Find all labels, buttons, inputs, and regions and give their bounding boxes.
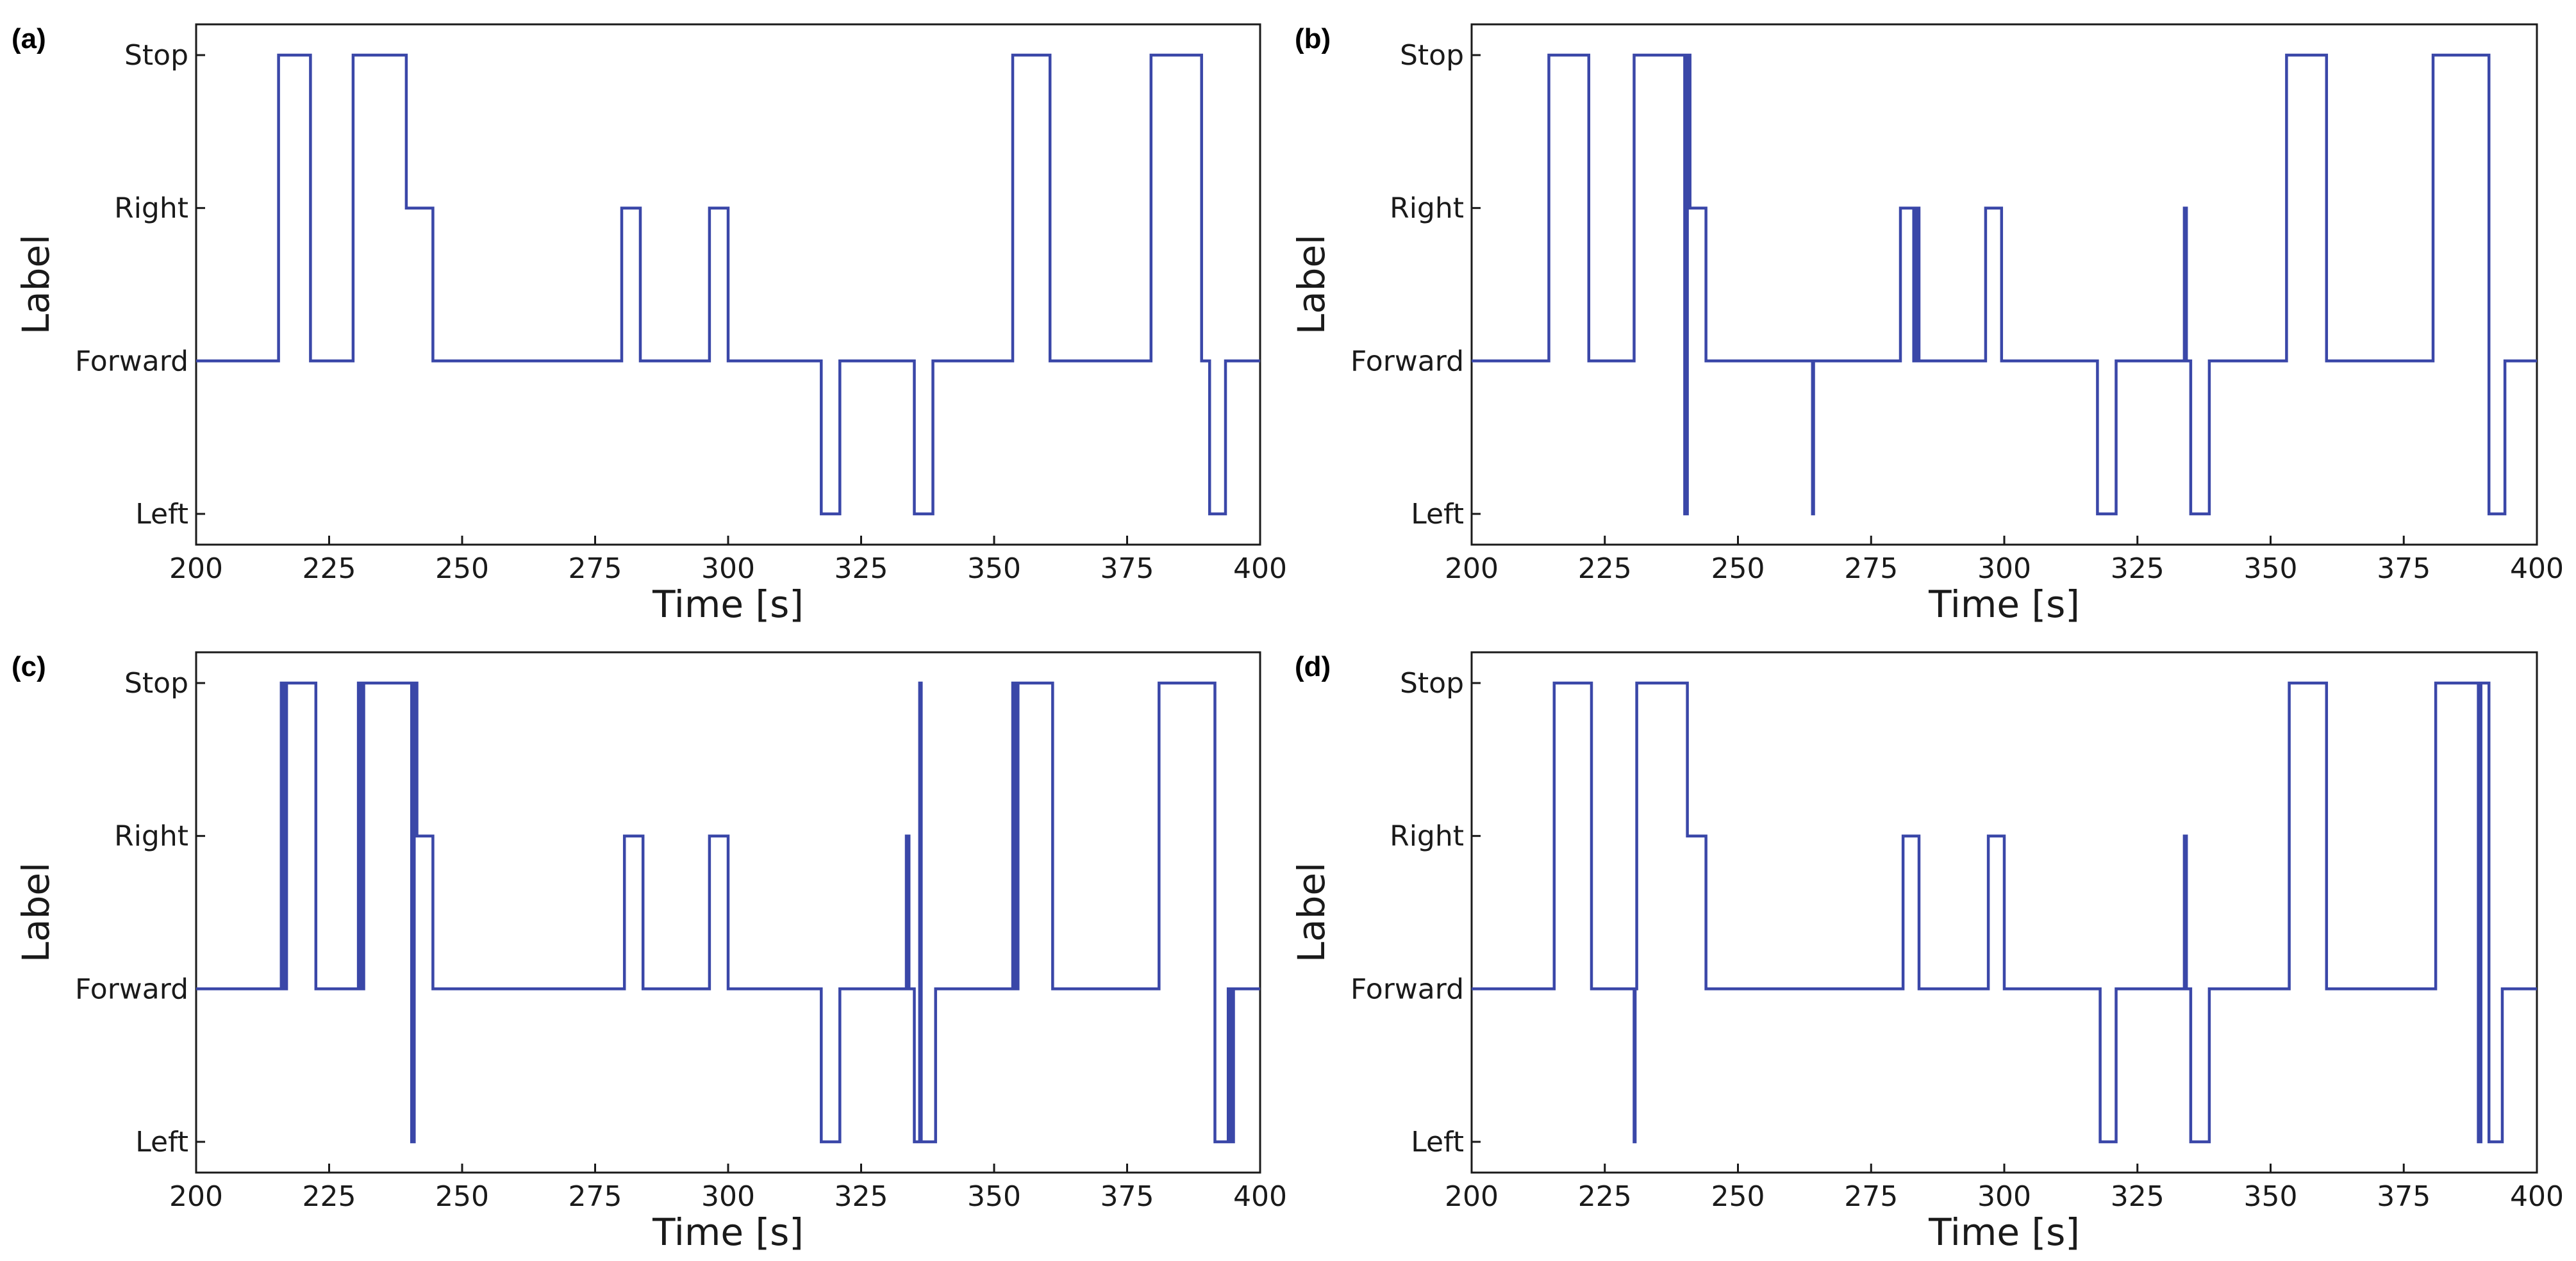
- x-tick-label: 250: [435, 552, 489, 585]
- panel-label: (c): [12, 651, 46, 682]
- x-tick-label: 300: [701, 552, 755, 585]
- x-tick-label: 325: [2111, 1180, 2165, 1213]
- plot-frame: [1470, 23, 2538, 546]
- x-tick-label: 375: [1101, 552, 1154, 585]
- x-axis-title: Time [s]: [1928, 582, 2080, 626]
- x-tick-label: 350: [2244, 552, 2298, 585]
- x-tick-label: 200: [1445, 552, 1499, 585]
- x-tick-label: 275: [569, 1180, 622, 1213]
- x-tick-label: 350: [967, 1180, 1021, 1213]
- x-tick-label: 350: [2244, 1180, 2298, 1213]
- panel-a: (a) 200 225 250 275 300 325 350 375 400 Left Forwa…: [12, 23, 1287, 626]
- x-tick-label: 225: [303, 552, 356, 585]
- y-axis-title: Label: [1290, 235, 1333, 334]
- y-tick-label: Left: [135, 498, 188, 531]
- x-tick-label: 250: [1711, 552, 1765, 585]
- y-tick-label: Left: [135, 1126, 188, 1158]
- x-tick-label: 275: [1844, 552, 1898, 585]
- x-tick-label: 200: [169, 552, 223, 585]
- x-tick-label: 250: [435, 1180, 489, 1213]
- x-tick-label: 200: [1445, 1180, 1499, 1213]
- label-series-line: [196, 681, 1260, 1144]
- y-tick-label: Right: [1390, 192, 1464, 225]
- y-tick-label: Left: [1411, 1126, 1464, 1158]
- panel-b: (b) 200 225 250 275 300 325 350 375 400 Left Forwa…: [1290, 23, 2564, 626]
- y-tick-label: Right: [1390, 820, 1464, 853]
- y-axis-title: Label: [14, 235, 58, 334]
- x-tick-label: 225: [1578, 552, 1632, 585]
- x-tick-label: 275: [1844, 1180, 1898, 1213]
- x-tick-label: 275: [569, 552, 622, 585]
- y-axis-title: Label: [14, 862, 58, 962]
- panel-label: (d): [1295, 651, 1331, 682]
- label-series-line: [196, 53, 1260, 516]
- label-series-line: [1472, 53, 2537, 516]
- x-tick-label: 325: [835, 552, 888, 585]
- label-series-line: [1472, 681, 2537, 1144]
- y-tick-label: Forward: [1350, 973, 1464, 1005]
- x-tick-label: 300: [1977, 552, 2031, 585]
- x-tick-label: 400: [2510, 552, 2564, 585]
- panel-label: (a): [12, 23, 46, 54]
- x-axis-title: Time [s]: [652, 582, 804, 626]
- x-tick-label: 200: [169, 1180, 223, 1213]
- panel-label: (b): [1295, 23, 1331, 54]
- x-tick-label: 325: [2111, 552, 2165, 585]
- x-tick-label: 225: [303, 1180, 356, 1213]
- x-axis-title: Time [s]: [1928, 1210, 2080, 1254]
- y-tick-label: Left: [1411, 498, 1464, 531]
- x-axis-title: Time [s]: [652, 1210, 804, 1254]
- x-tick-label: 400: [2510, 1180, 2564, 1213]
- x-tick-label: 375: [1101, 1180, 1154, 1213]
- y-tick-label: Right: [114, 820, 188, 853]
- y-tick-label: Stop: [1400, 667, 1464, 700]
- y-tick-label: Stop: [124, 39, 188, 72]
- y-tick-label: Forward: [75, 973, 188, 1005]
- x-tick-label: 375: [2377, 552, 2431, 585]
- x-tick-label: 225: [1578, 1180, 1632, 1213]
- x-tick-label: 350: [967, 552, 1021, 585]
- x-tick-label: 400: [1233, 552, 1287, 585]
- y-tick-label: Stop: [1400, 39, 1464, 72]
- y-tick-label: Forward: [1350, 345, 1464, 377]
- panel-d: (d) 200 225 250 275 300 325 350 375 400 Left Forwa…: [1290, 651, 2564, 1254]
- y-axis-title: Label: [1290, 862, 1333, 962]
- x-tick-label: 325: [835, 1180, 888, 1213]
- x-tick-label: 300: [701, 1180, 755, 1213]
- panel-c: (c) 200 225 250 275 300 325 350 375 400 Left Forwa…: [12, 651, 1287, 1254]
- x-tick-label: 300: [1977, 1180, 2031, 1213]
- x-tick-label: 400: [1233, 1180, 1287, 1213]
- y-tick-label: Forward: [75, 345, 188, 377]
- y-tick-label: Right: [114, 192, 188, 225]
- y-tick-label: Stop: [124, 667, 188, 700]
- x-tick-label: 250: [1711, 1180, 1765, 1213]
- x-tick-label: 375: [2377, 1180, 2431, 1213]
